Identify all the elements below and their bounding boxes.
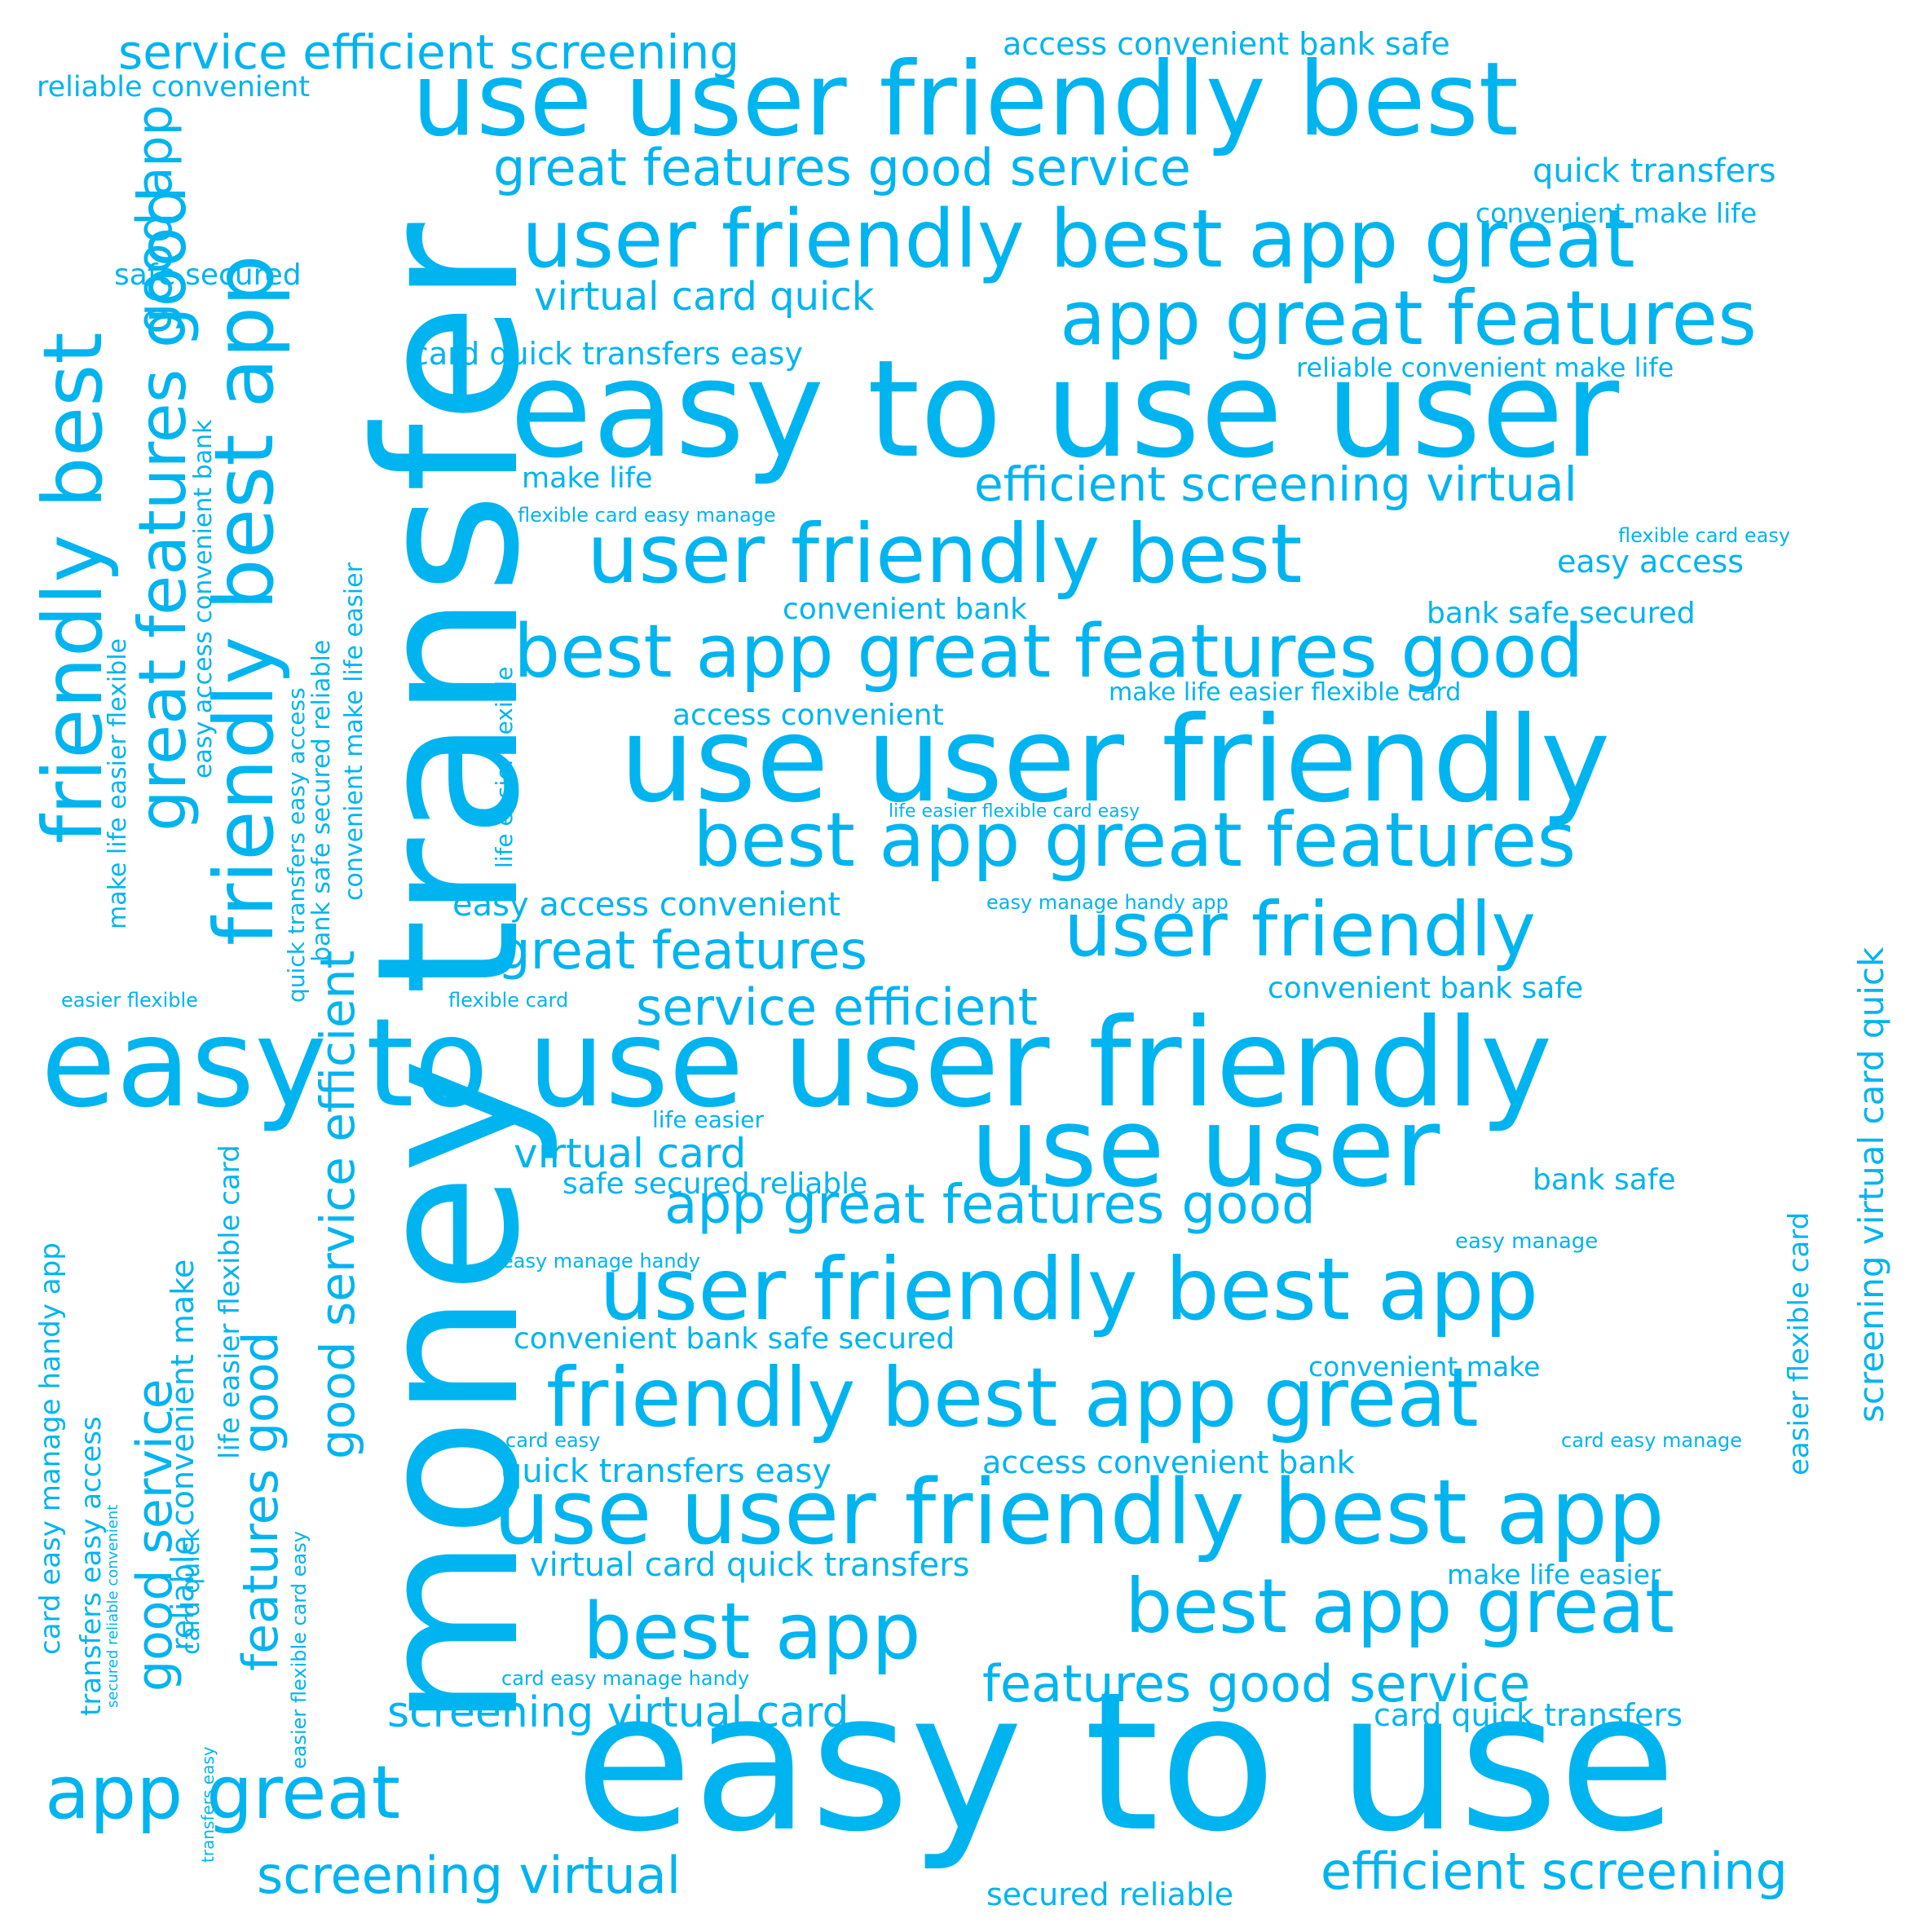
word-cloud-word: user friendly best app <box>599 1240 1539 1339</box>
word-cloud-word: transfers easy <box>198 1746 218 1863</box>
word-cloud-word: convenient make life <box>1475 197 1758 229</box>
word-cloud-word: user friendly <box>1064 886 1536 973</box>
word-cloud-word: convenient bank safe <box>1268 972 1584 1005</box>
word-cloud-word: easier flexible card easy <box>288 1531 311 1769</box>
word-cloud-word: service efficient screening <box>118 24 740 80</box>
word-cloud-word: features good service <box>982 1654 1531 1714</box>
word-cloud-word: convenient make life easier <box>340 562 368 901</box>
word-cloud-word: best app great <box>1125 1563 1674 1650</box>
word-cloud-word: use user friendly best app <box>493 1460 1665 1564</box>
word-cloud-word: card easy manage <box>1561 1429 1743 1452</box>
word-cloud-word: reliable convenient make life <box>1296 352 1674 383</box>
word-cloud-word: access convenient bank safe <box>1003 26 1450 62</box>
word-cloud-word: service efficient <box>636 977 1038 1037</box>
word-cloud-word: make life easier <box>1447 1559 1661 1590</box>
word-cloud-word: best app great features good <box>514 609 1584 695</box>
word-cloud-word: make life easier flexible <box>104 637 132 929</box>
word-cloud-word: make life <box>522 462 653 495</box>
word-cloud-word: safe secured reliable <box>562 1167 868 1201</box>
word-cloud-word: easier flexible card <box>1783 1211 1815 1475</box>
word-cloud-word: bank safe secured <box>1427 597 1696 630</box>
word-cloud-word: great features good service <box>493 138 1191 197</box>
word-cloud-word: app great features good <box>664 1173 1316 1236</box>
word-cloud-word: life easier flexible <box>491 666 518 868</box>
word-cloud-word: quick transfers easy <box>501 1453 831 1490</box>
word-cloud-word: virtual card <box>514 1130 747 1177</box>
word-cloud-word: money transfer <box>334 223 562 1728</box>
word-cloud-word: easy access <box>1557 544 1745 580</box>
word-cloud-word: use user <box>970 1083 1440 1211</box>
word-cloud-word: virtual card quick transfers <box>530 1546 970 1584</box>
word-cloud-word: good service efficient <box>310 950 365 1459</box>
word-cloud-word: bank safe secured reliable <box>307 639 336 962</box>
word-cloud-word: virtual card quick <box>534 274 875 320</box>
word-cloud-word: card easy manage handy <box>501 1667 750 1690</box>
word-cloud-word: easy to use user friendly <box>41 993 1553 1135</box>
word-cloud-word: screening virtual card quick <box>1851 946 1891 1423</box>
word-cloud-word: card easy <box>505 1429 601 1452</box>
word-cloud-word: card quick <box>177 1528 205 1655</box>
word-cloud-word: card quick transfers <box>1374 1697 1683 1733</box>
word-cloud-word: good app <box>126 104 183 334</box>
word-cloud-word: card quick transfers easy <box>412 336 803 372</box>
word-cloud-word: secured reliable <box>986 1877 1234 1912</box>
word-cloud-word: great features <box>497 921 867 981</box>
word-cloud-word: easy manage <box>1455 1229 1599 1254</box>
word-cloud-word: efficient screening <box>1321 1842 1788 1901</box>
word-cloud-word: convenient make <box>1308 1351 1541 1383</box>
word-cloud-word: card easy manage handy app <box>34 1242 67 1655</box>
word-cloud-word: screening virtual <box>257 1846 681 1905</box>
word-cloud-word: transfers easy access <box>75 1416 108 1716</box>
word-cloud-word: convenient bank safe secured <box>514 1322 955 1356</box>
word-cloud-word: easier flexible <box>61 989 198 1012</box>
word-cloud-word: secured reliable convenient <box>104 1504 121 1708</box>
word-cloud-word: best app <box>583 1587 921 1677</box>
word-cloud-word: easy to use user <box>509 331 1620 487</box>
word-cloud-word: access convenient <box>673 699 944 732</box>
word-cloud-word: app great features <box>1060 275 1757 362</box>
word-cloud-word: bank safe <box>1533 1163 1676 1197</box>
word-cloud-word: reliable convenient <box>37 71 311 104</box>
word-cloud-word: flexible card easy <box>1618 524 1791 547</box>
word-cloud-word: use user friendly <box>620 691 1611 829</box>
word-cloud-word: flexible card easy manage <box>518 504 776 527</box>
word-cloud-word: easy access convenient <box>452 886 841 924</box>
word-cloud-word: user friendly best app great <box>522 193 1635 286</box>
word-cloud-word: access convenient bank <box>982 1445 1355 1480</box>
word-cloud-word: easy manage handy app <box>986 891 1228 914</box>
word-cloud-word: life easier flexible card easy <box>889 801 1140 822</box>
word-cloud-word: user friendly best <box>587 506 1303 602</box>
word-cloud-word: friendly best app great <box>546 1350 1479 1445</box>
word-cloud-word: life easier <box>652 1106 765 1133</box>
word-cloud-word: easy to use <box>575 1652 1677 1874</box>
word-cloud-word: convenient bank <box>783 593 1028 626</box>
word-cloud-word: use user friendly best <box>412 41 1519 159</box>
word-cloud-word: efficient screening virtual <box>974 457 1577 512</box>
word-cloud-word: make life easier flexible card <box>1109 678 1462 707</box>
word-cloud-word: best app great features <box>693 796 1577 884</box>
word-cloud-word: app great <box>45 1750 400 1836</box>
word-cloud-word: friendly best <box>25 332 121 844</box>
word-cloud-word: easy access convenient bank <box>189 419 218 779</box>
word-cloud-word: life easier flexible card <box>214 1145 246 1459</box>
word-cloud-word: easy manage handy <box>501 1250 701 1273</box>
word-cloud-word: flexible card <box>448 989 569 1012</box>
word-cloud-word: safe secured <box>114 258 302 292</box>
word-cloud-word: screening virtual card <box>387 1688 849 1737</box>
word-cloud-word: quick transfers easy access <box>283 687 310 1003</box>
word-cloud-word: quick transfers <box>1533 152 1776 190</box>
